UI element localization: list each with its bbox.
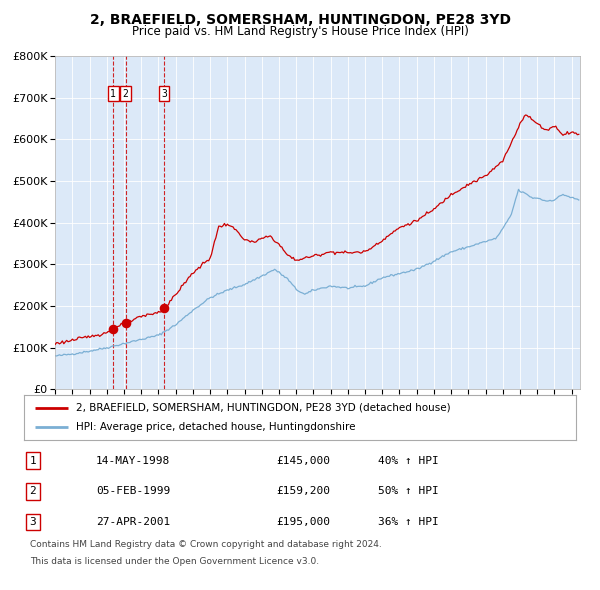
Text: 36% ↑ HPI: 36% ↑ HPI: [378, 517, 439, 527]
Text: 1: 1: [110, 88, 116, 99]
Text: 3: 3: [29, 517, 37, 527]
Text: £195,000: £195,000: [276, 517, 330, 527]
Text: 05-FEB-1999: 05-FEB-1999: [96, 487, 170, 496]
Text: This data is licensed under the Open Government Licence v3.0.: This data is licensed under the Open Gov…: [30, 557, 319, 566]
Point: [159, 303, 169, 313]
Text: 2: 2: [29, 487, 37, 496]
Text: 2, BRAEFIELD, SOMERSHAM, HUNTINGDON, PE28 3YD (detached house): 2, BRAEFIELD, SOMERSHAM, HUNTINGDON, PE2…: [76, 403, 451, 412]
Text: 2, BRAEFIELD, SOMERSHAM, HUNTINGDON, PE28 3YD: 2, BRAEFIELD, SOMERSHAM, HUNTINGDON, PE2…: [89, 13, 511, 27]
Text: Price paid vs. HM Land Registry's House Price Index (HPI): Price paid vs. HM Land Registry's House …: [131, 25, 469, 38]
Text: 1: 1: [29, 456, 37, 466]
Text: 27-APR-2001: 27-APR-2001: [96, 517, 170, 527]
Text: £159,200: £159,200: [276, 487, 330, 496]
Point: [109, 324, 118, 334]
Text: 2: 2: [122, 88, 128, 99]
Text: Contains HM Land Registry data © Crown copyright and database right 2024.: Contains HM Land Registry data © Crown c…: [30, 540, 382, 549]
Text: £145,000: £145,000: [276, 456, 330, 466]
Point: [121, 319, 130, 328]
Text: 50% ↑ HPI: 50% ↑ HPI: [378, 487, 439, 496]
Text: 14-MAY-1998: 14-MAY-1998: [96, 456, 170, 466]
Text: HPI: Average price, detached house, Huntingdonshire: HPI: Average price, detached house, Hunt…: [76, 422, 356, 432]
Text: 40% ↑ HPI: 40% ↑ HPI: [378, 456, 439, 466]
Text: 3: 3: [161, 88, 167, 99]
